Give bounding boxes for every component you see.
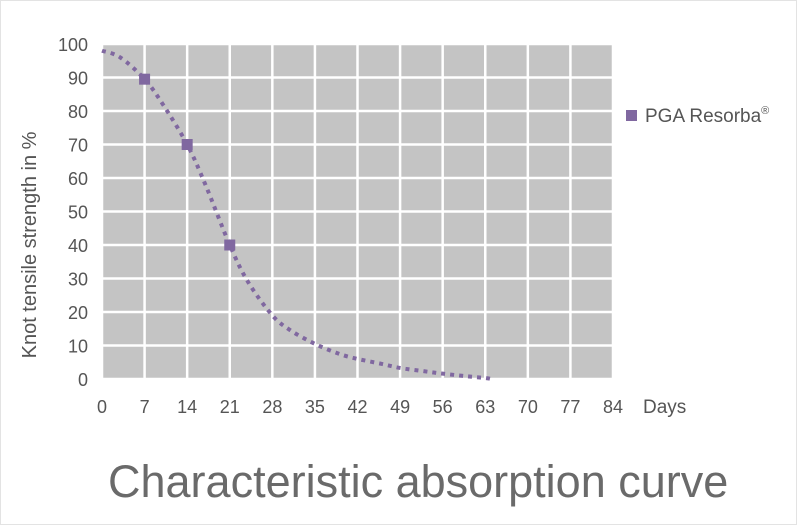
y-tick-label: 70 [68, 136, 88, 156]
series-marker [139, 73, 151, 85]
legend-label: PGA Resorba® [645, 105, 769, 127]
plot-area [100, 42, 615, 381]
y-tick-label: 80 [68, 102, 88, 122]
y-tick-label: 20 [68, 303, 88, 323]
axes: 0 10 20 30 40 50 60 70 80 90 100 0 7 14 21 28 35 42 49 56 63… [58, 35, 623, 417]
y-axis-label: Knot tensile strength in % [19, 131, 41, 358]
x-tick-label: 49 [390, 397, 410, 417]
x-axis-label: Days [643, 397, 686, 418]
legend-marker [626, 110, 637, 121]
x-tick-label: 70 [518, 397, 538, 417]
y-tick-label: 100 [58, 35, 88, 55]
y-tick-label: 10 [68, 337, 88, 357]
y-tick-label: 0 [78, 370, 88, 390]
x-tick-label: 84 [603, 397, 623, 417]
chart-title: Characteristic absorption curve [108, 456, 728, 507]
x-tick-label: 63 [475, 397, 495, 417]
x-tick-label: 21 [220, 397, 240, 417]
y-tick-label: 90 [68, 69, 88, 89]
x-tick-label: 7 [140, 397, 150, 417]
series-marker [224, 239, 236, 251]
x-tick-label: 77 [560, 397, 580, 417]
x-tick-label: 28 [262, 397, 282, 417]
legend: PGA Resorba® [626, 105, 769, 127]
x-tick-label: 35 [305, 397, 325, 417]
series-layer [101, 48, 492, 381]
x-tick-label: 0 [97, 397, 107, 417]
y-tick-label: 40 [68, 236, 88, 256]
series-marker [181, 139, 193, 150]
x-tick-label: 14 [177, 397, 197, 417]
legend-label-superscript: ® [761, 105, 769, 117]
x-tick-label: 42 [347, 397, 367, 417]
x-tick-label: 56 [433, 397, 453, 417]
y-tick-label: 60 [68, 169, 88, 189]
y-tick-label: 30 [68, 270, 88, 290]
y-tick-label: 50 [68, 203, 88, 223]
